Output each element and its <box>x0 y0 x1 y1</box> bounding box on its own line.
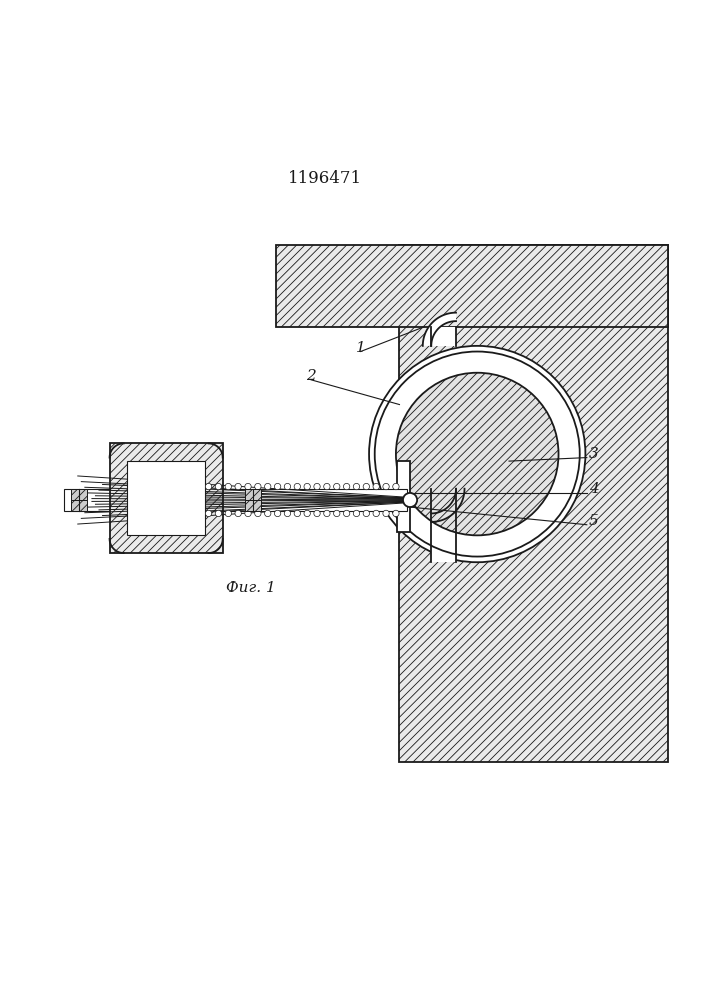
Circle shape <box>294 483 300 490</box>
Circle shape <box>314 483 320 490</box>
Text: 2: 2 <box>306 369 316 383</box>
Polygon shape <box>431 327 456 346</box>
Polygon shape <box>423 313 456 346</box>
Text: 1: 1 <box>356 341 366 355</box>
Polygon shape <box>110 443 223 553</box>
Circle shape <box>354 483 360 490</box>
Circle shape <box>392 510 399 517</box>
Circle shape <box>324 510 330 517</box>
Circle shape <box>334 510 340 517</box>
Circle shape <box>324 483 330 490</box>
Circle shape <box>334 483 340 490</box>
Polygon shape <box>431 489 456 562</box>
Circle shape <box>383 510 390 517</box>
Circle shape <box>403 493 417 507</box>
Circle shape <box>225 510 231 517</box>
Polygon shape <box>276 245 668 327</box>
Circle shape <box>396 373 559 535</box>
Circle shape <box>235 483 241 490</box>
Circle shape <box>245 510 251 517</box>
Text: 4: 4 <box>589 482 599 496</box>
Circle shape <box>363 510 370 517</box>
Circle shape <box>369 346 585 562</box>
Circle shape <box>274 510 281 517</box>
Circle shape <box>264 483 271 490</box>
Polygon shape <box>245 489 261 500</box>
Polygon shape <box>245 500 261 511</box>
Polygon shape <box>431 489 464 522</box>
Circle shape <box>274 483 281 490</box>
Circle shape <box>225 483 231 490</box>
Circle shape <box>294 510 300 517</box>
Circle shape <box>373 483 380 490</box>
Circle shape <box>264 510 271 517</box>
Circle shape <box>392 483 399 490</box>
Text: 5: 5 <box>589 514 599 528</box>
Text: Фиг. 1: Фиг. 1 <box>226 581 276 595</box>
Circle shape <box>205 483 212 490</box>
Circle shape <box>255 510 261 517</box>
Circle shape <box>284 510 291 517</box>
Circle shape <box>314 510 320 517</box>
Circle shape <box>344 483 350 490</box>
Circle shape <box>245 483 251 490</box>
Circle shape <box>215 483 221 490</box>
Circle shape <box>354 510 360 517</box>
Circle shape <box>304 483 310 490</box>
Circle shape <box>383 483 390 490</box>
Circle shape <box>215 510 221 517</box>
Polygon shape <box>397 461 410 532</box>
Polygon shape <box>71 489 87 500</box>
Circle shape <box>284 483 291 490</box>
Circle shape <box>373 510 380 517</box>
Polygon shape <box>399 245 668 762</box>
Polygon shape <box>64 489 407 511</box>
Circle shape <box>235 510 241 517</box>
Polygon shape <box>127 461 205 535</box>
Circle shape <box>255 483 261 490</box>
Polygon shape <box>71 500 87 511</box>
Text: 3: 3 <box>589 447 599 461</box>
Circle shape <box>344 510 350 517</box>
Circle shape <box>205 510 212 517</box>
Text: 1196471: 1196471 <box>288 170 362 187</box>
Circle shape <box>304 510 310 517</box>
Circle shape <box>363 483 370 490</box>
